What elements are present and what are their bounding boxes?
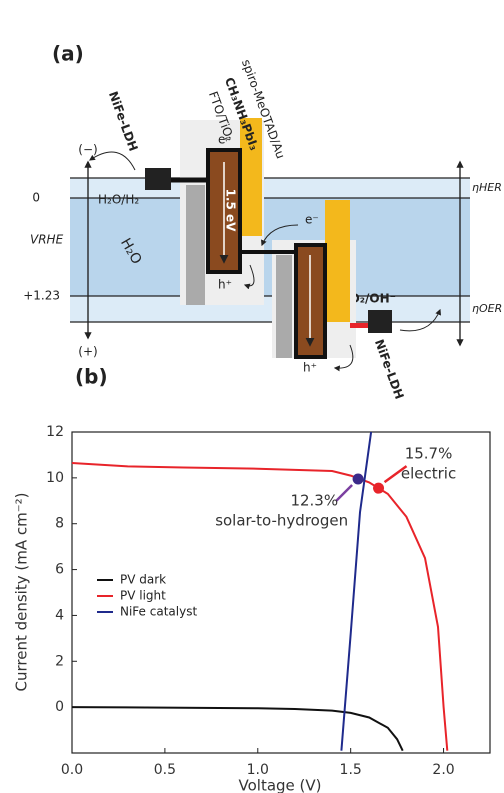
legend-label: NiFe catalyst (120, 605, 197, 619)
top-sign: (−) (78, 143, 97, 157)
x-tick-label: 1.0 (247, 762, 269, 778)
chart: (b) Voltage (V) Current density (mA cm⁻²… (13, 365, 491, 793)
bottom-sign: (+) (78, 345, 97, 359)
eta-oer: ηOER (472, 302, 502, 315)
diagram: (a) (−) (+) 0 +1.23 H₂O/H₂ VRHE H₂O O₂/O… (23, 42, 502, 402)
catalyst-1: NiFe-LDH (106, 89, 141, 153)
annotation: solar-to-hydrogen (215, 512, 348, 530)
gap: 1.5 eV (224, 189, 238, 233)
x-tick-label: 2.0 (432, 762, 454, 778)
y-tick-label: 6 (55, 562, 64, 578)
series-line (72, 707, 403, 751)
legend-label: PV dark (120, 573, 166, 587)
x-tick-label: 0.0 (61, 762, 83, 778)
panel-label: (b) (75, 365, 108, 389)
h2-couple: H₂O/H₂ (98, 193, 139, 207)
y-axis-label: Current density (mA cm⁻²) (13, 492, 31, 691)
annotation-arrow (336, 485, 352, 501)
annotation: 12.3% (290, 492, 338, 510)
y-tick-label: 8 (55, 516, 64, 532)
panel-label: (a) (52, 42, 84, 66)
axis-label: VRHE (30, 233, 64, 247)
legend-label: PV light (120, 589, 166, 603)
eta-her: ηHER (472, 181, 502, 194)
figure: (a) (−) (+) 0 +1.23 H₂O/H₂ VRHE H₂O O₂/O… (0, 0, 504, 793)
annotation: electric (401, 465, 456, 483)
y-tick-label: 2 (55, 653, 64, 669)
level-123: +1.23 (23, 289, 60, 303)
y-tick-label: 0 (55, 699, 64, 715)
tio2-2 (276, 255, 292, 358)
tio2-1 (186, 185, 205, 305)
hole-1: h⁺ (218, 278, 232, 292)
marker (353, 474, 364, 485)
x-tick-label: 1.5 (340, 762, 362, 778)
x-tick-label: 0.5 (154, 762, 176, 778)
x-axis-label: Voltage (V) (239, 777, 322, 793)
catalyst-1-block (145, 168, 171, 190)
electron-2: e⁻ (305, 213, 319, 227)
catalyst-2: NiFe-LDH (372, 337, 407, 401)
catalyst-2-block (368, 310, 392, 333)
y-tick-label: 10 (46, 470, 64, 486)
annotation: 15.7% (405, 445, 453, 463)
y-tick-label: 4 (55, 607, 64, 623)
marker (373, 483, 384, 494)
au-2 (325, 200, 350, 322)
level-0: 0 (32, 191, 40, 205)
y-tick-label: 12 (46, 424, 64, 440)
o2-couple: O₂/OH⁻ (350, 292, 396, 306)
hole-2: h⁺ (303, 361, 317, 375)
